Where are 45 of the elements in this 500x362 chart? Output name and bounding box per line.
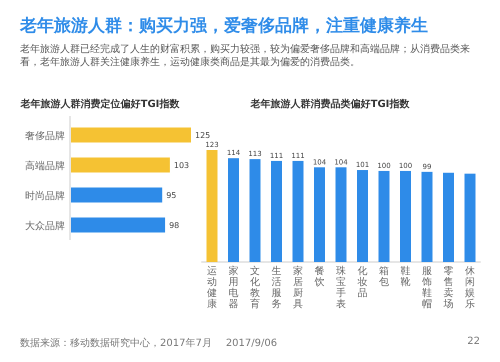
x-tick-label: 珠宝手表 [336, 265, 346, 310]
bar [422, 172, 432, 262]
data-label: 125 [195, 131, 210, 140]
x-tick-label: 服饰鞋帽 [421, 266, 432, 310]
x-tick-label: 文化教育 [250, 265, 260, 310]
data-label: 103 [174, 161, 190, 170]
x-tick-label: 鞋靴 [400, 265, 410, 288]
x-tick-label: 家用电器 [228, 265, 238, 310]
x-tick-label: 化妆品 [358, 265, 368, 299]
text: 22 [467, 336, 480, 347]
x-tick-label: 生活服务 [272, 265, 282, 310]
text: 老年旅游人群：购买力强，爱奢侈品牌，注重健康养生 [20, 15, 429, 37]
bar [378, 170, 390, 262]
source-note: 数据来源：移动数据研究中心，2017年7月 [20, 338, 212, 349]
x-tick-label: 家居厨具 [293, 265, 303, 310]
chart-title: 老年旅游人群消费定位偏好TGI指数 [20, 98, 180, 110]
text: 老年旅游人群已经完成了人生的财富积累，购买力较强，较为偏爱奢侈品牌和高端品牌；从消费品类来看，老年旅游人群关注健康养生，运动健康类商品是其最为偏爱的消费品类。 [20, 43, 471, 69]
data-label: 95 [166, 191, 176, 200]
data-label: 98 [169, 221, 180, 230]
chart-title: 老年旅游人群消费品类偏好TGI指数 [250, 98, 410, 110]
x-tick-label: 运动健康 [207, 265, 217, 310]
bar [357, 170, 368, 262]
bar [228, 158, 239, 262]
bar [400, 170, 411, 262]
bar [71, 158, 170, 172]
y-tick-label: 高端品牌 [25, 160, 65, 172]
text: 2017/9/06 [226, 338, 278, 349]
y-tick-label: 大众品牌 [25, 220, 65, 232]
x-tick-label: 餐饮 [314, 265, 324, 288]
bar [314, 167, 325, 262]
bar [443, 172, 454, 262]
bar [71, 218, 166, 232]
x-tick-label: 零售卖场 [442, 266, 454, 310]
x-tick-label: 箱包 [379, 266, 389, 288]
bar [271, 160, 282, 262]
bar [206, 150, 218, 262]
bar [292, 160, 304, 262]
bar [71, 128, 191, 142]
y-tick-label: 奢侈品牌 [25, 130, 65, 142]
bar [71, 188, 162, 202]
bar [336, 167, 346, 262]
y-tick-label: 时尚品牌 [25, 190, 65, 202]
bar [464, 174, 476, 262]
x-tick-label: 休闲娱乐 [465, 266, 475, 310]
bar [250, 159, 260, 262]
